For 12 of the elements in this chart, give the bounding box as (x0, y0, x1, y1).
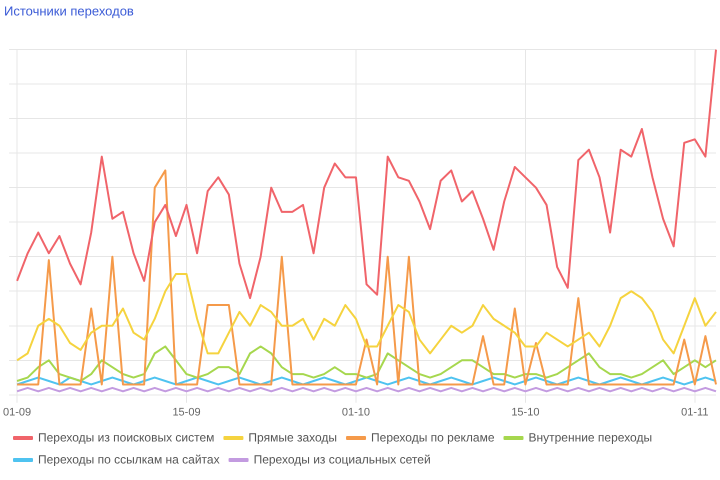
legend-label: Переходы по рекламе (371, 430, 495, 444)
legend-label: Прямые заходы (248, 430, 338, 444)
x-tick-label: 01-11 (681, 406, 708, 418)
x-tick-label: 01-10 (342, 406, 370, 418)
legend-label: Переходы из социальных сетей (254, 452, 431, 466)
x-tick-label: 15-09 (172, 406, 201, 418)
legend-label: Внутренние переходы (528, 430, 652, 444)
chart-title: Источники переходов (4, 3, 134, 18)
legend-label: Переходы по ссылкам на сайтах (38, 452, 220, 466)
x-tick-label: 15-10 (511, 406, 540, 418)
legend-label: Переходы из поисковых систем (38, 430, 214, 444)
x-tick-label: 01-09 (2, 406, 32, 418)
